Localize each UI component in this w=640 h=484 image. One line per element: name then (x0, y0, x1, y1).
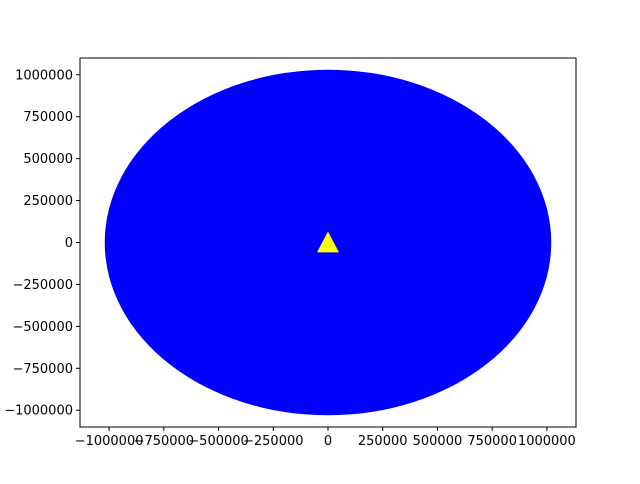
y-tick-label: 0 (65, 236, 73, 251)
y-tick-label: 250000 (23, 194, 73, 209)
x-tick-label: 250000 (358, 434, 408, 449)
y-tick-label: −1000000 (4, 404, 73, 419)
y-tick-label: −250000 (12, 278, 73, 293)
y-tick-label: 750000 (23, 110, 73, 125)
x-axis: −1000000−750000−500000−250000 0 250000 5000… (75, 427, 576, 449)
y-tick-label: 1000000 (15, 68, 73, 83)
x-tick-label: 750000 (467, 434, 517, 449)
x-tick-label: −250000 (243, 434, 304, 449)
x-tick-label: −750000 (134, 434, 195, 449)
x-tick-label: −500000 (188, 434, 249, 449)
x-tick-label: 500000 (413, 434, 463, 449)
x-tick-label: 0 (324, 434, 332, 449)
x-tick-label: −1000000 (75, 434, 144, 449)
y-tick-label: −750000 (12, 362, 73, 377)
x-tick-label: 1000000 (518, 434, 576, 449)
y-axis: 1000000 750000 500000 250000 0 −250000 −500000… (4, 68, 80, 419)
y-tick-label: 500000 (23, 152, 73, 167)
plot-content (104, 69, 552, 416)
yellow-triangle-marker (317, 231, 339, 253)
y-tick-label: −500000 (12, 320, 73, 335)
